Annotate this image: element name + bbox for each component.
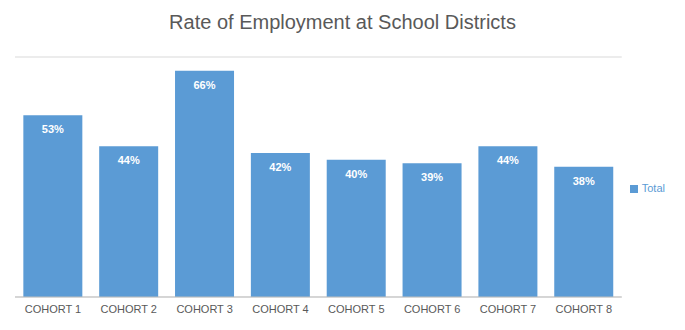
html-text:Rate of Employment at School D: Rate of Employment at School Districts <box>169 11 516 33</box>
svg-text:COHORT 6: COHORT 6 <box>404 303 460 315</box>
svg-text:42%: 42% <box>269 161 291 173</box>
html-text:Total: Total <box>641 181 665 194</box>
svg-text:44%: 44% <box>497 154 519 166</box>
svg-text:53%: 53% <box>42 123 64 135</box>
svg-text:COHORT 1: COHORT 1 <box>25 303 81 315</box>
svg-text:COHORT 8: COHORT 8 <box>556 303 612 315</box>
svg-text:COHORT 5: COHORT 5 <box>328 303 384 315</box>
svg-text:COHORT 3: COHORT 3 <box>176 303 232 315</box>
svg-text:39%: 39% <box>421 171 443 183</box>
svg-text:40%: 40% <box>345 168 367 180</box>
svg-text:66%: 66% <box>194 79 216 91</box>
svg-text:44%: 44% <box>118 154 140 166</box>
svg-text:COHORT 2: COHORT 2 <box>101 303 157 315</box>
svg-text:38%: 38% <box>573 175 595 187</box>
svg-text:COHORT 7: COHORT 7 <box>480 303 536 315</box>
svg-text:COHORT 4: COHORT 4 <box>252 303 308 315</box>
